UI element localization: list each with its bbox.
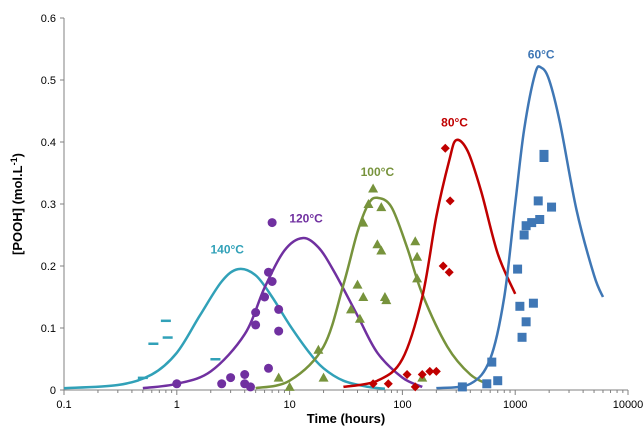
y-tick-label: 0.6: [41, 13, 56, 25]
plot-area: [63, 18, 628, 391]
data-point: [533, 196, 543, 206]
data-point: [240, 370, 250, 379]
data-point: [493, 376, 503, 386]
x-tick-label: 10000: [613, 399, 644, 411]
data-point: [539, 153, 549, 162]
data-point: [417, 370, 427, 379]
x-axis-title: Time (hours): [307, 411, 386, 426]
data-point: [313, 344, 324, 354]
data-point: [440, 143, 450, 153]
data-point: [445, 196, 455, 206]
data-point: [251, 320, 261, 330]
data-point: [381, 295, 392, 305]
axis-ticks: 00.10.20.30.40.50.60.1 1 10 100 1000 10000: [41, 13, 644, 411]
data-point: [482, 379, 492, 389]
y-axis-title: [POOH] (mol.L-1): [9, 153, 25, 255]
x-tick-label: 1: [174, 399, 180, 411]
data-point: [267, 277, 277, 286]
data-point: [444, 267, 454, 277]
series-labels: 140°C 120°C 100°C 80°C 60°C: [210, 47, 554, 256]
data-point: [226, 373, 236, 383]
data-point: [318, 372, 329, 382]
data-point: [263, 363, 273, 373]
data-point: [376, 245, 387, 255]
series-label: 80°C: [441, 116, 468, 130]
data-point: [263, 267, 273, 277]
data-point: [410, 236, 421, 246]
y-tick-label: 0.2: [41, 261, 56, 273]
data-point: [438, 261, 448, 271]
y-axis-title-suffix: ): [10, 153, 25, 157]
data-point: [383, 379, 393, 389]
data-point: [528, 298, 538, 308]
data-point: [358, 292, 369, 301]
data-point: [148, 342, 159, 345]
data-point: [376, 202, 387, 212]
y-tick-label: 0.4: [41, 137, 56, 149]
data-point: [368, 183, 379, 193]
x-tick-label: 10: [283, 399, 295, 411]
data-point: [363, 199, 374, 208]
data-point: [267, 218, 277, 228]
data-point: [519, 230, 529, 240]
data-point: [274, 304, 284, 314]
x-tick-label: 0.1: [56, 399, 71, 411]
series-label: 60°C: [528, 47, 555, 61]
series-label: 100°C: [361, 165, 395, 179]
data-point: [160, 319, 171, 323]
data-point: [425, 366, 435, 376]
data-point: [515, 301, 525, 311]
data-point: [245, 382, 255, 392]
model-curve: [343, 138, 517, 389]
y-tick-label: 0.3: [41, 199, 56, 211]
data-point: [431, 366, 441, 376]
data-point: [210, 358, 221, 361]
y-tick-label: 0.5: [41, 75, 56, 87]
data-point: [402, 370, 412, 379]
data-point: [412, 273, 423, 283]
series-label: 140°C: [210, 243, 244, 257]
data-point: [521, 221, 531, 231]
data-point: [251, 308, 261, 317]
data-point: [137, 376, 148, 380]
data-point: [372, 239, 383, 249]
series-label: 120°C: [289, 212, 323, 226]
data-point: [162, 336, 173, 339]
x-tick-label: 100: [393, 399, 411, 411]
data-point: [345, 304, 356, 314]
data-point: [410, 382, 420, 392]
data-point: [521, 317, 531, 327]
data-point: [487, 357, 497, 367]
y-tick-label: 0.1: [41, 323, 56, 335]
x-tick-label: 1000: [503, 399, 527, 411]
data-point: [358, 217, 369, 227]
data-point: [513, 264, 523, 274]
data-point: [517, 332, 527, 342]
data-point: [273, 372, 284, 382]
data-point: [284, 381, 295, 391]
y-axis-title-main: [POOH] (mol.L: [10, 165, 25, 255]
data-point: [547, 202, 557, 212]
model-curve: [255, 196, 491, 390]
y-tick-label: 0: [50, 385, 56, 397]
y-axis-title-superscript: -1: [9, 157, 19, 165]
data-point: [217, 379, 227, 389]
data-points: [137, 143, 557, 392]
data-point: [412, 251, 423, 261]
data-point: [352, 279, 363, 289]
data-point: [354, 313, 365, 323]
data-point: [260, 292, 270, 302]
data-point: [457, 382, 467, 392]
data-point: [274, 326, 284, 336]
model-curve: [142, 236, 423, 390]
data-point: [527, 218, 537, 228]
data-point: [368, 379, 378, 389]
model-curve: [63, 267, 386, 391]
data-point: [172, 379, 182, 389]
data-point: [535, 215, 545, 224]
